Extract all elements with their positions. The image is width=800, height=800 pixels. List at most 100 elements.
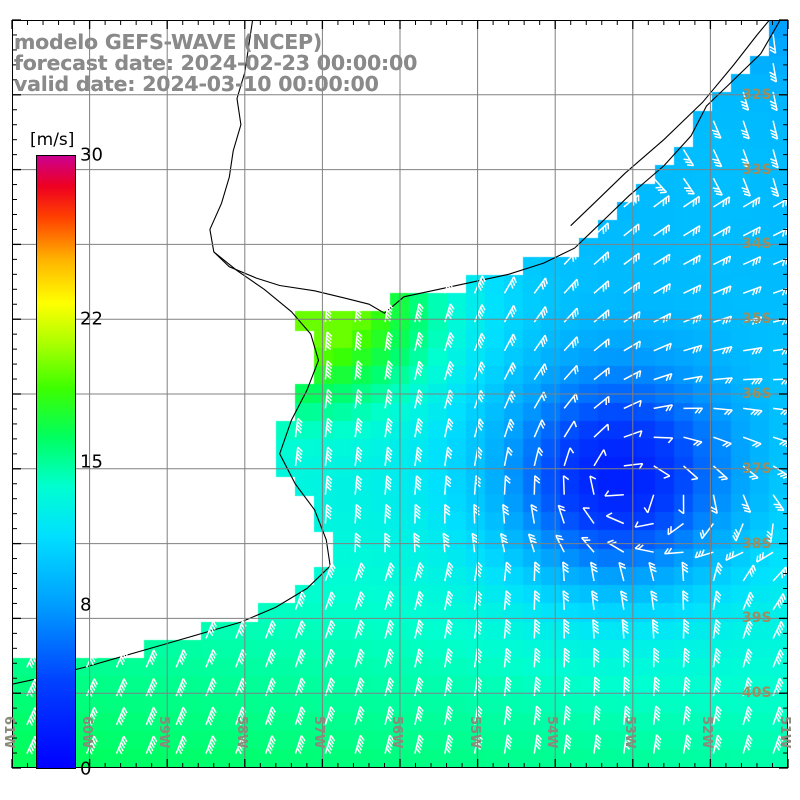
wind-barb bbox=[264, 706, 277, 726]
wind-barb bbox=[593, 449, 607, 467]
wind-barb bbox=[384, 591, 395, 611]
lon-label-54W: 54W bbox=[544, 716, 560, 749]
wind-barb bbox=[770, 177, 780, 198]
wind-barb bbox=[115, 649, 128, 668]
wind-barb bbox=[444, 648, 454, 668]
wind-barb bbox=[324, 360, 333, 380]
wind-barb bbox=[414, 360, 424, 380]
wind-barb bbox=[324, 475, 333, 495]
wind-barb bbox=[503, 734, 513, 754]
lon-label-55W: 55W bbox=[466, 716, 482, 749]
wind-barb bbox=[623, 252, 640, 266]
wind-barb bbox=[634, 543, 654, 553]
wind-barb bbox=[593, 222, 610, 237]
wind-barb bbox=[414, 331, 424, 351]
wind-barb bbox=[354, 706, 365, 726]
wind-barb bbox=[713, 407, 733, 416]
wind-barb bbox=[384, 503, 392, 524]
wind-barb bbox=[623, 734, 632, 754]
wind-barb bbox=[533, 619, 541, 639]
wind-barb bbox=[414, 648, 424, 668]
colorbar[interactable] bbox=[36, 155, 76, 769]
wind-barb bbox=[533, 561, 541, 582]
wind-barb bbox=[324, 503, 333, 524]
lon-label-61W: 61W bbox=[1, 716, 16, 749]
lon-label-52W: 52W bbox=[699, 716, 715, 749]
wind-barb bbox=[653, 177, 668, 194]
wind-barb bbox=[384, 677, 395, 697]
wind-barb bbox=[713, 377, 733, 385]
wind-barb bbox=[563, 336, 579, 352]
wind-barb bbox=[294, 735, 306, 755]
wind-barb bbox=[742, 619, 754, 639]
wind-barb bbox=[499, 532, 509, 553]
wind-barb bbox=[533, 419, 546, 438]
wind-barb bbox=[563, 420, 578, 438]
wind-barb bbox=[712, 619, 722, 639]
wind-barb bbox=[503, 619, 512, 639]
wind-barb bbox=[682, 734, 692, 754]
wind-barb bbox=[533, 391, 547, 409]
wind-barb bbox=[354, 360, 363, 380]
wind-barb bbox=[384, 389, 394, 409]
wind-barb bbox=[264, 620, 277, 639]
wind-barb bbox=[772, 620, 785, 639]
lat-label-39S: 39S bbox=[742, 610, 772, 627]
wind-barb bbox=[682, 149, 695, 167]
lat-label-38S: 38S bbox=[742, 535, 772, 552]
wind-barb bbox=[503, 590, 512, 610]
wind-barb bbox=[294, 417, 303, 438]
wind-barb bbox=[563, 705, 572, 725]
wind-barb bbox=[743, 346, 763, 355]
wind-barb bbox=[414, 590, 424, 610]
wind-barb bbox=[710, 494, 718, 514]
wind-barb bbox=[593, 367, 610, 381]
wind-barb bbox=[563, 447, 575, 467]
wind-barb bbox=[354, 475, 363, 495]
wind-barb bbox=[354, 417, 363, 438]
wind-barb bbox=[563, 734, 572, 754]
wind-barb bbox=[235, 620, 247, 639]
wind-barb bbox=[682, 618, 690, 639]
wind-barb bbox=[682, 177, 695, 195]
wind-barb bbox=[414, 705, 424, 725]
wind-barb bbox=[742, 436, 762, 448]
lon-label-53W: 53W bbox=[621, 716, 637, 749]
wind-barb bbox=[713, 255, 732, 266]
wind-barb bbox=[294, 648, 306, 668]
wind-barb bbox=[444, 332, 455, 352]
wind-barb bbox=[712, 705, 722, 725]
lat-label-35S: 35S bbox=[742, 311, 772, 328]
wind-barb bbox=[589, 475, 597, 495]
wind-barb bbox=[592, 618, 600, 639]
wind-barb bbox=[742, 706, 753, 725]
wind-barb bbox=[503, 276, 517, 294]
wind-barb bbox=[530, 504, 538, 524]
wind-barb bbox=[384, 417, 393, 438]
wind-barb bbox=[324, 619, 336, 639]
wind-barb bbox=[444, 446, 453, 467]
wind-barb bbox=[563, 249, 579, 266]
lon-label-51W: 51W bbox=[777, 716, 792, 749]
wind-barb bbox=[557, 504, 566, 524]
wind-barb bbox=[623, 340, 641, 352]
wind-barb bbox=[713, 345, 733, 355]
wind-barb bbox=[769, 120, 779, 140]
wind-barb bbox=[772, 494, 785, 512]
wind-barb bbox=[712, 590, 722, 610]
wind-barb bbox=[678, 494, 685, 515]
wind-barb bbox=[354, 503, 362, 524]
wind-barb bbox=[699, 523, 715, 540]
wind-barb bbox=[593, 734, 602, 754]
wind-barb bbox=[503, 333, 517, 352]
colorbar-tick-22: 22 bbox=[80, 308, 103, 330]
colorbar-units-label: [m/s] bbox=[28, 130, 77, 150]
wind-barb bbox=[503, 475, 511, 495]
wind-barb bbox=[205, 706, 217, 726]
wind-barb bbox=[354, 591, 366, 611]
map-plot-area[interactable] bbox=[12, 20, 788, 768]
wind-barb bbox=[533, 447, 544, 467]
lat-label-33S: 33S bbox=[742, 161, 772, 178]
wind-barb bbox=[683, 465, 699, 481]
wind-barb bbox=[683, 225, 701, 237]
